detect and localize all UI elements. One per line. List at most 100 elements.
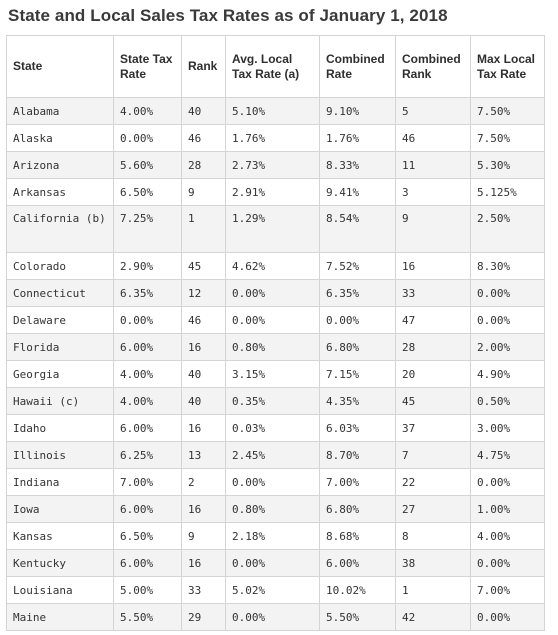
cell-state-tax-rate: 7.00% [113,468,182,496]
cell-avg-local-tax-rate: 0.00% [225,468,320,496]
cell-max-local-tax-rate: 0.00% [470,549,545,577]
cell-rank: 2 [181,468,226,496]
cell-max-local-tax-rate: 2.50% [470,205,545,253]
cell-combined-rate: 7.52% [319,252,396,280]
cell-combined-rate: 4.35% [319,387,396,415]
cell-combined-rate: 9.10% [319,97,396,125]
table-row: Arizona 5.60% 28 2.73% 8.33% 11 5.30% [6,151,545,179]
table-title: State and Local Sales Tax Rates as of Ja… [8,6,448,25]
cell-rank: 40 [181,360,226,388]
table-row: Alaska 0.00% 46 1.76% 1.76% 46 7.50% [6,124,545,152]
header-rank: Rank [181,35,226,98]
cell-state: Illinois [6,441,114,469]
cell-avg-local-tax-rate: 1.29% [225,205,320,253]
cell-combined-rank: 22 [395,468,471,496]
cell-combined-rank: 11 [395,151,471,179]
cell-state-tax-rate: 0.00% [113,306,182,334]
cell-state: Kentucky [6,549,114,577]
cell-combined-rank: 28 [395,333,471,361]
cell-combined-rank: 7 [395,441,471,469]
cell-combined-rank: 16 [395,252,471,280]
header-avg-local-tax-rate: Avg. Local Tax Rate (a) [225,35,320,98]
cell-combined-rate: 7.15% [319,360,396,388]
cell-state: Arizona [6,151,114,179]
cell-state-tax-rate: 6.00% [113,495,182,523]
cell-state: California (b) [6,205,114,253]
cell-rank: 29 [181,603,226,631]
cell-avg-local-tax-rate: 0.80% [225,333,320,361]
cell-state: Colorado [6,252,114,280]
cell-state: Connecticut [6,279,114,307]
cell-combined-rank: 42 [395,603,471,631]
cell-rank: 40 [181,97,226,125]
cell-rank: 9 [181,522,226,550]
cell-max-local-tax-rate: 0.00% [470,603,545,631]
cell-rank: 13 [181,441,226,469]
cell-avg-local-tax-rate: 5.02% [225,576,320,604]
cell-state-tax-rate: 0.00% [113,124,182,152]
cell-max-local-tax-rate: 5.30% [470,151,545,179]
cell-max-local-tax-rate: 7.50% [470,124,545,152]
table-row: Arkansas 6.50% 9 2.91% 9.41% 3 5.125% [6,178,545,206]
cell-state-tax-rate: 6.35% [113,279,182,307]
header-state-tax-rate: State Tax Rate [113,35,182,98]
cell-combined-rate: 6.03% [319,414,396,442]
cell-combined-rate: 10.02% [319,576,396,604]
cell-combined-rate: 6.80% [319,333,396,361]
cell-state: Alabama [6,97,114,125]
cell-combined-rate: 8.68% [319,522,396,550]
table-row: Delaware 0.00% 46 0.00% 0.00% 47 0.00% [6,306,545,334]
cell-combined-rate: 6.80% [319,495,396,523]
cell-max-local-tax-rate: 0.00% [470,279,545,307]
cell-rank: 16 [181,549,226,577]
table-row: Idaho 6.00% 16 0.03% 6.03% 37 3.00% [6,414,545,442]
cell-max-local-tax-rate: 4.75% [470,441,545,469]
cell-combined-rank: 3 [395,178,471,206]
cell-rank: 40 [181,387,226,415]
cell-max-local-tax-rate: 0.00% [470,468,545,496]
cell-state-tax-rate: 6.25% [113,441,182,469]
cell-max-local-tax-rate: 2.00% [470,333,545,361]
cell-combined-rate: 8.70% [319,441,396,469]
cell-combined-rank: 8 [395,522,471,550]
table-row: Georgia 4.00% 40 3.15% 7.15% 20 4.90% [6,360,545,388]
table-row: Louisiana 5.00% 33 5.02% 10.02% 1 7.00% [6,576,545,604]
cell-combined-rate: 6.00% [319,549,396,577]
cell-state-tax-rate: 4.00% [113,360,182,388]
cell-avg-local-tax-rate: 0.00% [225,549,320,577]
cell-state: Florida [6,333,114,361]
header-combined-rank: Combined Rank [395,35,471,98]
cell-combined-rank: 33 [395,279,471,307]
cell-avg-local-tax-rate: 3.15% [225,360,320,388]
cell-max-local-tax-rate: 0.50% [470,387,545,415]
cell-state-tax-rate: 6.00% [113,549,182,577]
cell-combined-rank: 20 [395,360,471,388]
cell-rank: 12 [181,279,226,307]
cell-max-local-tax-rate: 4.00% [470,522,545,550]
cell-avg-local-tax-rate: 2.45% [225,441,320,469]
cell-combined-rate: 6.35% [319,279,396,307]
cell-avg-local-tax-rate: 0.00% [225,279,320,307]
cell-state-tax-rate: 5.60% [113,151,182,179]
cell-combined-rank: 5 [395,97,471,125]
table-row: Kansas 6.50% 9 2.18% 8.68% 8 4.00% [6,522,545,550]
cell-avg-local-tax-rate: 4.62% [225,252,320,280]
sales-tax-table: State State Tax Rate Rank Avg. Local Tax… [6,35,545,631]
cell-combined-rate: 8.33% [319,151,396,179]
header-state: State [6,35,114,98]
cell-rank: 1 [181,205,226,253]
table-row: Maine 5.50% 29 0.00% 5.50% 42 0.00% [6,603,545,631]
cell-avg-local-tax-rate: 0.00% [225,603,320,631]
cell-max-local-tax-rate: 7.50% [470,97,545,125]
cell-combined-rate: 5.50% [319,603,396,631]
cell-avg-local-tax-rate: 0.00% [225,306,320,334]
cell-state: Louisiana [6,576,114,604]
table-row: Indiana 7.00% 2 0.00% 7.00% 22 0.00% [6,468,545,496]
cell-max-local-tax-rate: 5.125% [470,178,545,206]
table-row: Hawaii (c) 4.00% 40 0.35% 4.35% 45 0.50% [6,387,545,415]
cell-avg-local-tax-rate: 0.35% [225,387,320,415]
cell-rank: 33 [181,576,226,604]
cell-rank: 46 [181,306,226,334]
cell-combined-rank: 9 [395,205,471,253]
cell-max-local-tax-rate: 0.00% [470,306,545,334]
